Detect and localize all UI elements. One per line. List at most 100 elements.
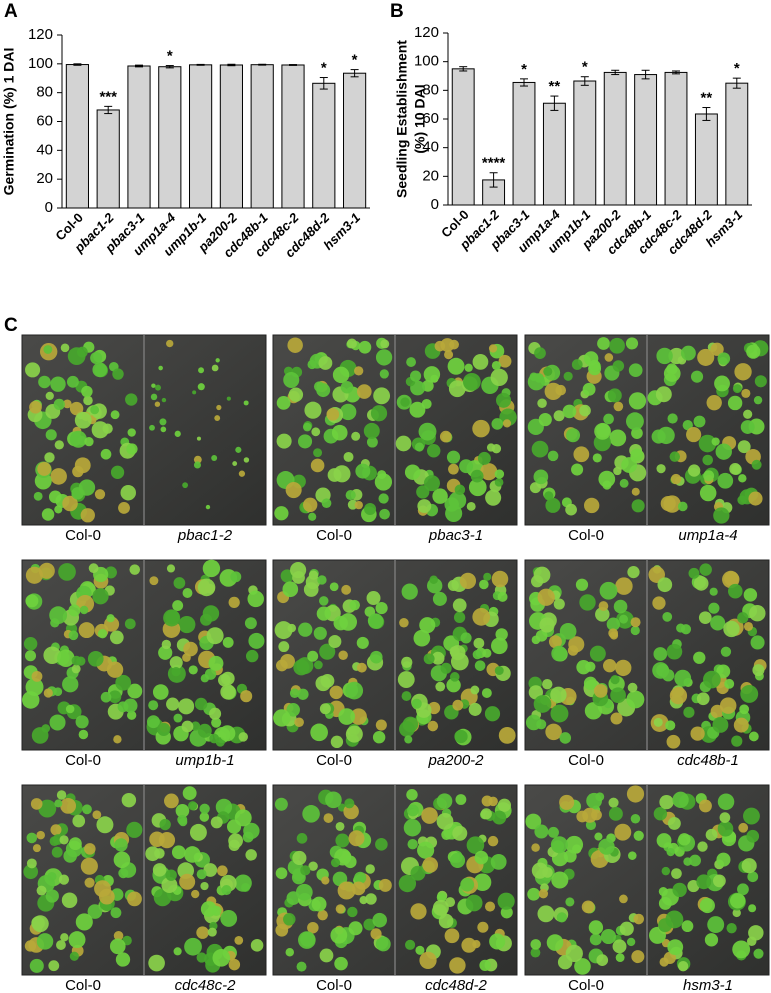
- seedling: [330, 926, 348, 944]
- error-bar: [258, 63, 267, 66]
- seedling: [321, 498, 332, 509]
- seedling: [308, 570, 319, 580]
- seedling: [474, 660, 486, 671]
- seedling: [365, 893, 377, 905]
- seedling: [748, 925, 764, 941]
- seedling: [483, 572, 492, 581]
- seedling: [625, 337, 639, 350]
- seedling: [367, 613, 384, 629]
- seedling: [310, 458, 325, 473]
- seedling: [71, 655, 82, 666]
- seedling: [294, 717, 304, 728]
- panel-label: C: [4, 315, 18, 336]
- seedling: [743, 621, 753, 631]
- seedling: [31, 670, 43, 682]
- seedling: [615, 953, 625, 963]
- photo-caption: cdc48c-2: [175, 977, 237, 993]
- seedling: [672, 791, 689, 808]
- seedling: [234, 935, 244, 945]
- seedling: [286, 703, 300, 717]
- seedling: [658, 887, 668, 897]
- seedling: [719, 697, 737, 714]
- seedling: [460, 632, 472, 644]
- seedling: [275, 923, 289, 937]
- seedling: [38, 562, 55, 579]
- seedling: [656, 833, 672, 848]
- seedling: [455, 794, 467, 805]
- seedling: [43, 688, 53, 698]
- seedling: [404, 735, 413, 744]
- seedling: [51, 846, 63, 858]
- seedling: [228, 833, 243, 849]
- seedling: [372, 731, 386, 744]
- seedling: [313, 626, 327, 640]
- seedling: [698, 434, 717, 453]
- seedling: [80, 857, 98, 875]
- seedling: [126, 821, 143, 838]
- seedling: [127, 710, 137, 720]
- seedling: [67, 347, 86, 365]
- seedling: [36, 885, 47, 896]
- bar: [664, 71, 688, 206]
- seedling: [682, 420, 693, 431]
- seedling: [53, 398, 65, 410]
- seedling: [589, 933, 602, 946]
- seedling: [583, 676, 598, 690]
- seedling: [559, 732, 572, 744]
- seedling: [214, 415, 221, 421]
- seedling: [41, 724, 51, 733]
- seedling: [686, 427, 702, 443]
- seedling: [615, 659, 632, 677]
- seedling: [670, 473, 682, 485]
- seedling-photo: [524, 559, 770, 751]
- significance: *: [582, 59, 588, 76]
- seedling: [657, 577, 673, 593]
- seedling: [710, 342, 724, 356]
- y-tick-label: 80: [422, 81, 439, 98]
- seedling: [363, 422, 380, 439]
- seedling: [421, 807, 438, 824]
- seedling-photo: [272, 334, 518, 526]
- seedling: [753, 395, 763, 405]
- seedling: [248, 632, 265, 649]
- seedling: [453, 611, 466, 623]
- seedling: [538, 412, 552, 427]
- seedling: [75, 715, 89, 729]
- seedling: [489, 933, 506, 950]
- seedling: [379, 508, 390, 520]
- seedling: [472, 649, 483, 660]
- seedling: [200, 901, 217, 917]
- seedling: [472, 940, 481, 949]
- seedling: [375, 936, 391, 952]
- seedling: [287, 623, 297, 633]
- seedling: [297, 688, 309, 700]
- seedling: [531, 843, 540, 852]
- error-bar: [196, 63, 205, 66]
- seedling: [741, 388, 751, 398]
- seedling: [311, 427, 321, 437]
- error-bar: [611, 69, 620, 76]
- seedling: [30, 798, 43, 810]
- seedling: [606, 617, 621, 631]
- significance: **: [701, 90, 713, 107]
- seedling: [38, 799, 57, 818]
- seedling-photo: [524, 334, 770, 526]
- seedling: [667, 939, 684, 956]
- seedling: [406, 789, 418, 801]
- y-tick-label: 60: [36, 112, 53, 129]
- seedling: [380, 339, 390, 349]
- seedling: [699, 484, 717, 502]
- seedling: [211, 455, 218, 461]
- seedling: [244, 617, 257, 630]
- seedling: [612, 360, 625, 372]
- significance: *: [521, 61, 527, 78]
- y-tick-label: 0: [431, 196, 439, 213]
- seedling: [705, 828, 718, 841]
- seedling: [63, 849, 77, 863]
- seedling: [625, 412, 644, 431]
- seedling: [592, 453, 602, 463]
- seedling: [365, 864, 375, 874]
- seedling: [710, 615, 726, 631]
- seedling: [302, 805, 320, 823]
- error-bar: [459, 66, 468, 72]
